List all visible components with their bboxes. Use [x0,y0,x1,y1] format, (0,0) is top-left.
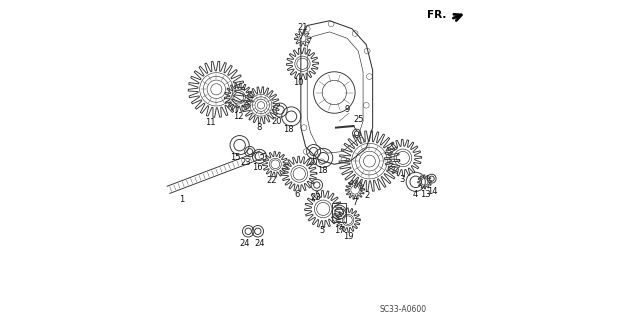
Text: 24: 24 [254,239,265,248]
Text: 23: 23 [311,193,321,202]
Text: 3: 3 [399,175,405,184]
Text: 20: 20 [272,117,282,126]
Text: 8: 8 [257,123,262,132]
Text: 4: 4 [413,190,419,199]
Text: 12: 12 [234,112,244,121]
Text: 11: 11 [205,118,215,127]
Text: FR.: FR. [427,10,446,20]
Text: 10: 10 [293,78,303,87]
Text: 15: 15 [230,153,241,162]
Text: 23: 23 [241,158,252,167]
Text: 16: 16 [253,163,263,172]
Text: 21: 21 [298,23,308,32]
Text: 13: 13 [420,190,431,199]
Text: 18: 18 [317,166,328,175]
Text: 25: 25 [354,115,364,124]
Text: 17: 17 [334,226,344,235]
Text: 22: 22 [266,176,276,185]
Text: 7: 7 [353,198,358,207]
Text: 6: 6 [294,190,300,199]
Text: SC33-A0600: SC33-A0600 [380,305,426,314]
Text: 18: 18 [283,125,293,134]
Text: 14: 14 [427,187,438,196]
Text: 2: 2 [365,191,370,200]
Text: 20: 20 [307,158,318,167]
Text: 19: 19 [344,232,354,241]
Text: 9: 9 [344,105,349,114]
Bar [332,203,346,222]
Text: 24: 24 [240,239,250,248]
Text: 1: 1 [180,195,185,204]
Text: 5: 5 [319,226,324,235]
